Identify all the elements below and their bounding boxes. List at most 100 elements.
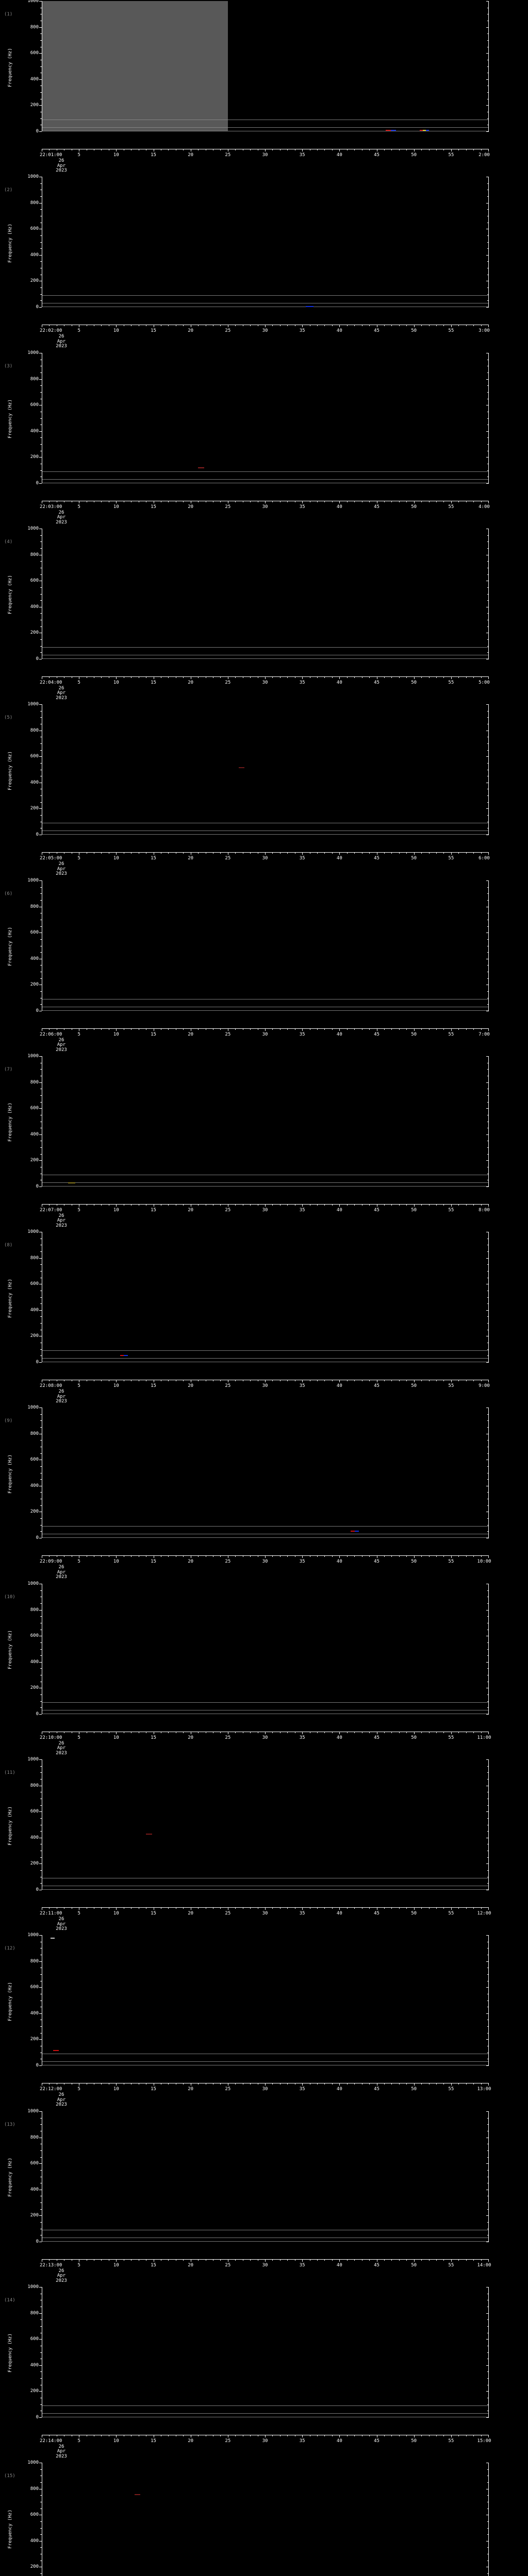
y-tick-minor-right [487, 242, 489, 243]
x-tick-minor [481, 852, 482, 854]
y-axis-line-right [488, 2463, 489, 2576]
x-tick-label: 25 [225, 152, 231, 158]
y-tick-label: 1000 [27, 526, 39, 531]
x-tick-label: 15 [151, 2087, 156, 2092]
y-tick-major-right [486, 2111, 489, 2112]
x-tick-minor [406, 852, 407, 854]
x-tick-major [414, 1028, 415, 1031]
x-tick-minor [250, 2434, 251, 2436]
y-tick-label: 600 [30, 1633, 39, 1638]
x-tick-minor [220, 2434, 221, 2436]
x-tick-label: 5 [77, 2087, 80, 2092]
plot-area[interactable] [42, 1583, 488, 1714]
x-tick-minor [384, 1907, 385, 1909]
x-tick-minor [168, 1555, 169, 1557]
x-tick-minor [369, 2083, 370, 2085]
x-tick-label: 20 [188, 2262, 194, 2268]
masked-data-region [42, 1, 228, 131]
x-tick-minor [168, 676, 169, 678]
y-tick-minor-right [487, 535, 489, 536]
plot-area[interactable] [42, 1, 488, 131]
plot-area[interactable] [42, 704, 488, 835]
plot-area[interactable] [42, 1232, 488, 1363]
plot-area[interactable] [42, 1056, 488, 1187]
x-tick-major [302, 2434, 303, 2437]
x-tick-minor [429, 1907, 430, 1909]
plot-area[interactable] [42, 352, 488, 483]
x-tick-minor [317, 149, 318, 150]
x-tick-label: 30 [262, 2438, 268, 2444]
y-tick-minor-right [487, 2117, 489, 2119]
frequency-reference-line [42, 2405, 488, 2406]
y-tick-label: 400 [30, 1308, 39, 1313]
x-tick-minor [421, 2259, 422, 2261]
x-tick-minor [473, 1028, 474, 1030]
x-tick-minor [324, 1555, 325, 1557]
x-tick-minor [347, 1028, 348, 1030]
y-tick-label: 0 [36, 656, 39, 662]
x-tick-minor [481, 1907, 482, 1909]
y-tick-minor-right [487, 574, 489, 575]
y-tick-minor [40, 1466, 42, 1467]
x-tick-label: 20 [188, 1559, 194, 1565]
frequency-reference-line [42, 2241, 488, 2242]
y-tick-minor [40, 2209, 42, 2210]
x-tick-minor [466, 2083, 467, 2085]
x-tick-label: 50 [411, 1559, 417, 1565]
panel-number-label: (9) [4, 1418, 13, 1424]
plot-area[interactable] [42, 1935, 488, 2066]
x-tick-minor [473, 1555, 474, 1557]
spectrogram-canvas [42, 1, 488, 131]
x-tick-minor [198, 1555, 199, 1557]
frequency-reference-line [42, 1010, 488, 1011]
plot-area[interactable] [42, 1408, 488, 1538]
frequency-reference-line [42, 1702, 488, 1703]
y-tick-minor [40, 1479, 42, 1480]
frequency-reference-line [42, 2413, 488, 2414]
x-axis-end-label: 4:00 [478, 504, 490, 510]
y-axis-line-right [488, 352, 489, 483]
y-tick-minor-right [487, 541, 489, 542]
x-tick-minor [384, 149, 385, 150]
x-tick-minor [473, 676, 474, 678]
plot-area[interactable] [42, 2111, 488, 2242]
x-tick-label: 50 [411, 856, 417, 861]
plot-area[interactable] [42, 2463, 488, 2576]
x-tick-label: 40 [336, 504, 342, 510]
plot-area[interactable] [42, 528, 488, 659]
x-tick-minor [250, 1204, 251, 1206]
plot-area[interactable] [42, 1759, 488, 1890]
x-tick-minor [436, 1907, 437, 1909]
x-tick-minor [399, 149, 400, 150]
y-tick-label: 0 [36, 832, 39, 838]
x-axis-start-label: 22:02:00 [40, 328, 62, 334]
plot-area[interactable] [42, 880, 488, 1011]
plot-area[interactable] [42, 177, 488, 308]
y-tick-major [39, 105, 42, 106]
y-tick-minor-right [487, 1772, 489, 1773]
x-tick-minor [287, 1555, 288, 1557]
y-tick-label: 600 [30, 754, 39, 759]
y-tick-minor-right [487, 2482, 489, 2483]
x-tick-label: 55 [448, 328, 454, 334]
y-tick-minor [40, 2124, 42, 2125]
x-tick-minor [436, 1380, 437, 1382]
y-tick-minor-right [487, 1701, 489, 1702]
y-tick-label: 600 [30, 2512, 39, 2518]
x-tick-minor [324, 1028, 325, 1030]
y-tick-minor-right [487, 1095, 489, 1096]
plot-area[interactable] [42, 2286, 488, 2417]
frequency-reference-line [42, 1526, 488, 1527]
x-tick-minor [332, 1204, 333, 1206]
y-tick-minor-right [487, 1251, 489, 1252]
x-tick-minor [198, 2083, 199, 2085]
x-tick-minor [466, 1204, 467, 1206]
x-tick-label: 35 [299, 2262, 305, 2268]
y-tick-minor-right [487, 561, 489, 562]
x-tick-minor [406, 1555, 407, 1557]
y-tick-major [39, 1987, 42, 1988]
x-tick-major [451, 1555, 452, 1558]
x-tick-label: 35 [299, 1383, 305, 1389]
y-tick-major-right [486, 2391, 489, 2392]
y-tick-major-right [486, 2039, 489, 2040]
